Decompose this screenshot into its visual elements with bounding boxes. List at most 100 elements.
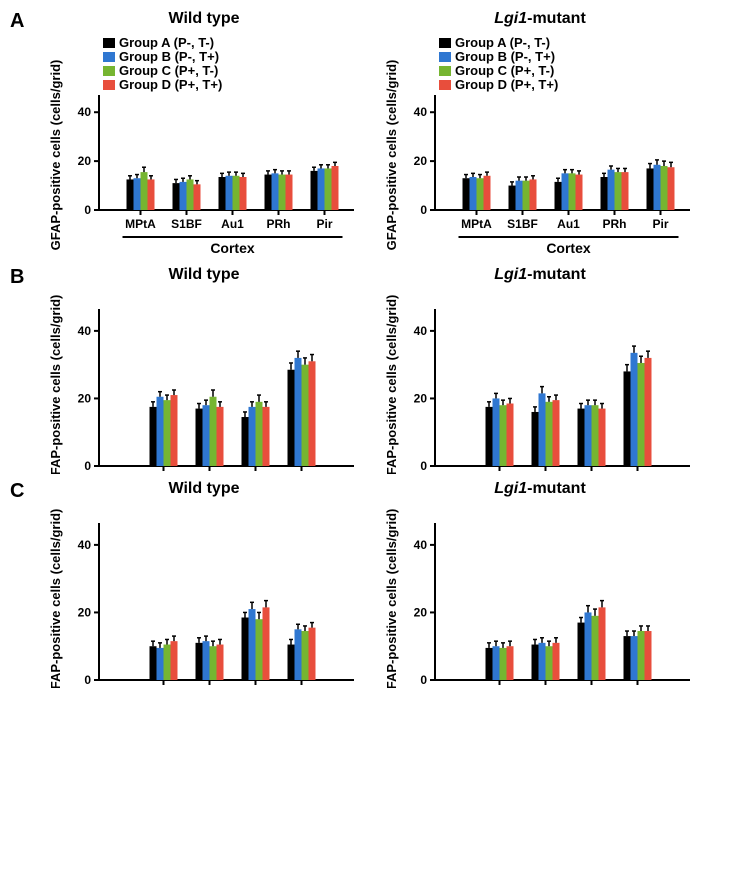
panel-row: A Wild type Group A (P-, T-)Group B (P-, T…	[0, 10, 744, 260]
bar	[645, 631, 652, 680]
bar	[647, 168, 654, 210]
legend-label: Group B (P-, T+)	[455, 49, 555, 64]
bar	[196, 409, 203, 466]
bar	[210, 397, 217, 466]
bar	[302, 365, 309, 466]
bar	[318, 168, 325, 210]
category-label: MePV	[147, 687, 180, 688]
panel-label: C	[10, 480, 24, 503]
bar	[263, 407, 270, 466]
category-label: PRh	[603, 217, 627, 231]
y-tick-label: 0	[84, 203, 91, 217]
chart-wrap: Lgi1-mutant02040GFAP-positive cells (cel…	[380, 266, 700, 474]
chart-title: Wild type	[169, 266, 240, 284]
bar	[493, 646, 500, 680]
bar	[295, 629, 302, 680]
chart-wrap: Wild type Group A (P-, T-)Group B (P-, T+…	[44, 10, 364, 260]
y-tick-label: 0	[420, 203, 427, 217]
y-tick-label: 20	[414, 605, 428, 619]
chart-wrap: Wild type 02040GFAP-positive cells (cells…	[44, 266, 364, 474]
bar	[196, 643, 203, 680]
bar	[249, 609, 256, 680]
panel-label: A	[10, 10, 24, 33]
bar	[242, 618, 249, 680]
bar	[484, 176, 491, 210]
bar	[599, 607, 606, 680]
bar	[585, 405, 592, 466]
category-label: CA3	[243, 473, 267, 474]
chart-title: Wild type	[169, 10, 240, 28]
bar	[157, 397, 164, 466]
y-tick-label: 0	[420, 673, 427, 687]
legend-label: Group D (P+, T+)	[455, 77, 558, 92]
panel-row: CWild type02040GFAP-positive cells (cell…	[0, 480, 744, 688]
y-tick-label: 0	[420, 459, 427, 473]
bar-chart: 02040GFAP-positive cells (cells/grid)CA1…	[44, 286, 364, 474]
bar	[608, 170, 615, 210]
category-label: BMP	[288, 687, 315, 688]
legend-swatch	[439, 52, 451, 62]
y-axis-label: GFAP-positive cells (cells/grid)	[48, 509, 63, 688]
category-label: MPtA	[461, 217, 492, 231]
bar	[127, 179, 134, 210]
category-label: CA2	[197, 473, 221, 474]
bar	[187, 179, 194, 210]
bar	[624, 371, 631, 466]
bar	[203, 641, 210, 680]
bar	[141, 172, 148, 210]
bar	[164, 645, 171, 680]
bar	[309, 628, 316, 680]
chart-wrap: Lgi1-mutant02040GFAP-positive cells (cel…	[380, 480, 700, 688]
y-tick-label: 20	[78, 154, 92, 168]
bar	[638, 631, 645, 680]
bar	[585, 612, 592, 680]
y-axis-label: GFAP-positive cells (cells/grid)	[384, 509, 399, 688]
bar-chart: Group A (P-, T-)Group B (P-, T+)Group C …	[380, 30, 700, 260]
bar	[486, 648, 493, 680]
bar	[219, 177, 226, 210]
y-tick-label: 40	[414, 105, 428, 119]
category-label: BMP	[624, 687, 651, 688]
bar	[601, 177, 608, 210]
legend-swatch	[439, 38, 451, 48]
bar	[148, 179, 155, 210]
bar	[509, 186, 516, 210]
legend-swatch	[103, 52, 115, 62]
category-label: CA1	[487, 473, 511, 474]
legend-label: Group C (P+, T-)	[119, 63, 218, 78]
bar	[463, 178, 470, 210]
category-label: CA1	[151, 473, 175, 474]
bar	[599, 409, 606, 466]
y-tick-label: 20	[414, 154, 428, 168]
y-tick-label: 0	[84, 459, 91, 473]
category-label: DG	[629, 473, 647, 474]
region-label: Cortex	[546, 240, 591, 256]
y-tick-label: 20	[78, 605, 92, 619]
bar	[507, 404, 514, 466]
chart-wrap: Lgi1-mutantGroup A (P-, T-)Group B (P-, …	[380, 10, 700, 260]
bar	[240, 177, 247, 210]
bar	[180, 182, 187, 210]
legend-swatch	[439, 80, 451, 90]
chart-title: Wild type	[169, 480, 240, 498]
legend-swatch	[103, 38, 115, 48]
bar	[288, 370, 295, 466]
bar	[622, 172, 629, 210]
category-label: PMCo	[575, 687, 609, 688]
category-label: Pir	[316, 217, 332, 231]
bar	[286, 175, 293, 210]
bar	[157, 648, 164, 680]
bar	[210, 646, 217, 680]
bar	[164, 400, 171, 466]
bar	[288, 645, 295, 680]
bar	[150, 646, 157, 680]
y-axis-label: GFAP-positive cells (cells/grid)	[384, 295, 399, 474]
bar	[576, 175, 583, 210]
bar	[242, 417, 249, 466]
category-label: PMCo	[239, 687, 273, 688]
bar	[539, 393, 546, 466]
bar-chart: Group A (P-, T-)Group B (P-, T+)Group C …	[44, 30, 364, 260]
category-label: PRh	[267, 217, 291, 231]
bar	[173, 183, 180, 210]
category-label: S1BF	[171, 217, 202, 231]
